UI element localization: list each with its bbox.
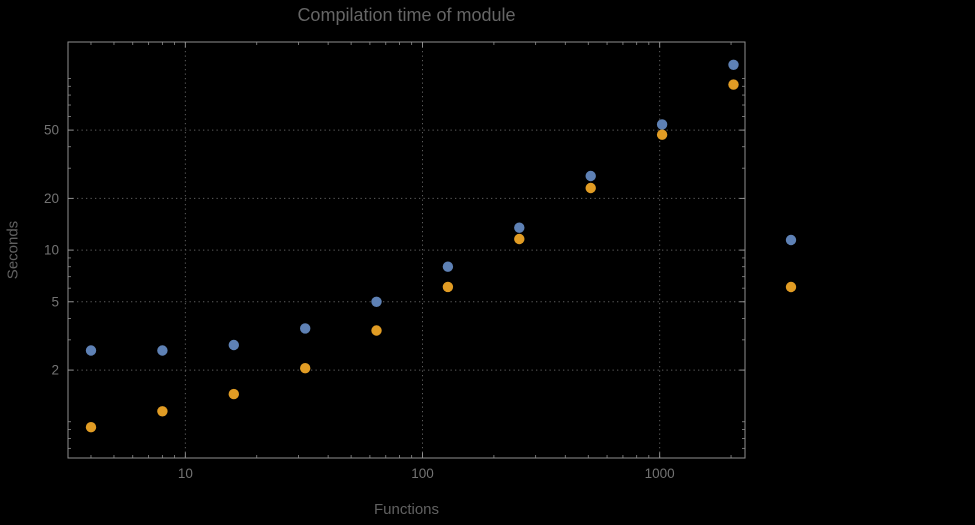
point-series-1 <box>371 296 382 307</box>
point-series-2 <box>728 79 739 90</box>
point-series-2 <box>228 388 239 400</box>
point-series-1 <box>442 261 454 272</box>
y-tick-label: 2 <box>51 363 59 378</box>
point-series-2 <box>656 129 668 140</box>
y-tick-label: 10 <box>44 243 59 258</box>
point-series-2 <box>85 422 97 433</box>
y-axis-label: Seconds <box>4 220 22 280</box>
chart-title: Compilation time of module <box>297 5 516 25</box>
point-series-1 <box>157 345 168 356</box>
x-tick-label: 1000 <box>645 466 675 481</box>
y-tick-label: 50 <box>44 123 59 138</box>
legend-marker-series-1 <box>785 234 797 246</box>
point-series-1 <box>728 59 739 70</box>
y-tick-label: 20 <box>44 191 59 206</box>
point-series-2 <box>157 406 168 417</box>
point-series-1 <box>228 339 239 351</box>
x-axis-label: Functions <box>373 501 440 518</box>
point-series-2 <box>514 233 525 245</box>
x-tick-label: 100 <box>411 466 434 481</box>
point-series-1 <box>300 323 311 334</box>
point-series-1 <box>585 170 596 182</box>
point-series-2 <box>300 363 311 374</box>
point-series-1 <box>656 119 668 130</box>
point-series-2 <box>442 281 454 293</box>
point-series-1 <box>85 345 97 356</box>
y-tick-label: 5 <box>51 294 59 309</box>
point-series-2 <box>371 325 382 336</box>
legend-marker-series-2 <box>785 281 797 293</box>
point-series-1 <box>514 222 525 233</box>
point-series-2 <box>585 182 596 194</box>
x-tick-label: 10 <box>178 466 193 481</box>
